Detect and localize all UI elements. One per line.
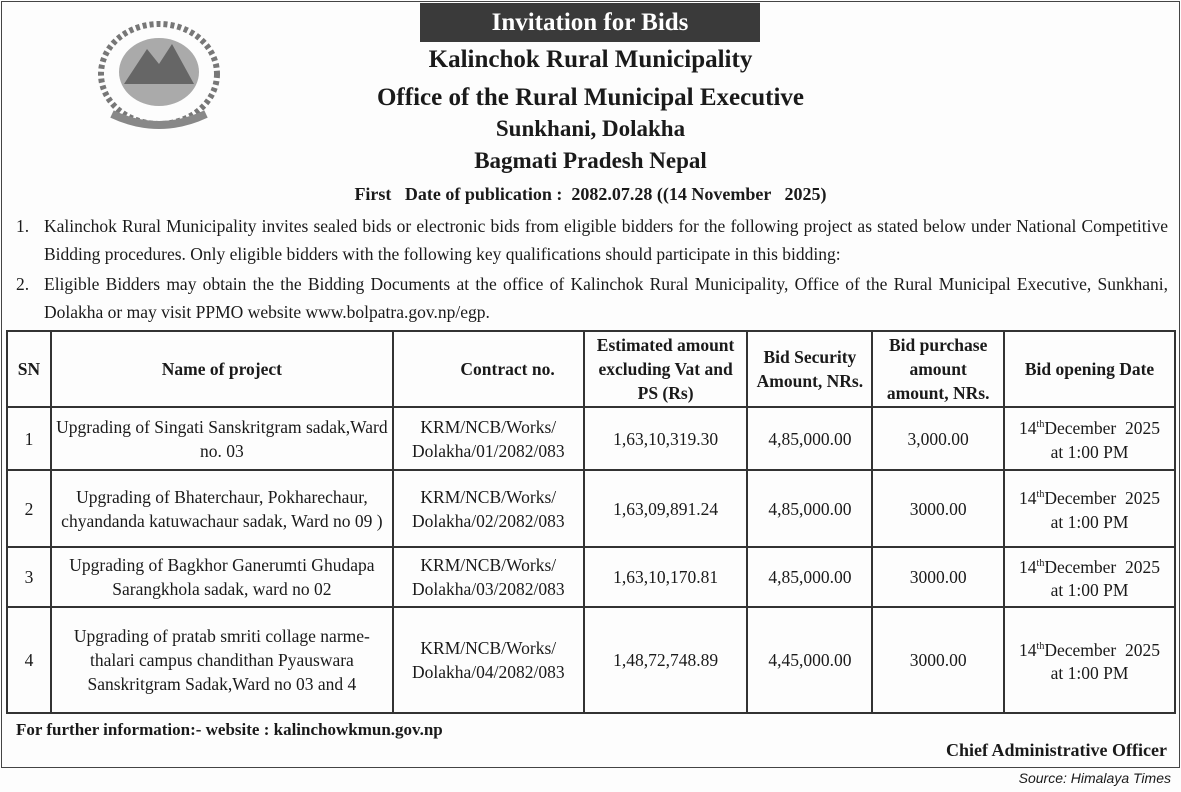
- table-row: 3 Upgrading of Bagkhor Ganerumti Ghudapa…: [6, 546, 1176, 608]
- header-name: Name of project: [49, 330, 394, 408]
- date-time: at 1:00 PM: [1050, 580, 1129, 601]
- org-name: Kalinchok Rural Municipality: [428, 46, 753, 73]
- date-time: at 1:00 PM: [1050, 663, 1129, 684]
- date-day: 14: [1019, 417, 1037, 438]
- cell-date: 14thDecember 2025 at 1:00 PM: [1003, 606, 1176, 714]
- cell-sn: 1: [6, 406, 52, 471]
- cell-purchase: 3000.00: [871, 546, 1006, 608]
- notice-border: [1, 1, 1180, 768]
- cell-estimate: 1,63,10,319.30: [582, 406, 749, 471]
- cell-contract: KRM/NCB/Works/ Dolakha/04/2082/083: [391, 606, 585, 714]
- date-suffix: th: [1036, 419, 1045, 431]
- paragraph-2: 2. Eligible Bidders may obtain the the B…: [16, 270, 1168, 326]
- table-row: 2 Upgrading of Bhaterchaur, Pokharechaur…: [6, 469, 1176, 548]
- header-estimate: Estimated amount excluding Vat and PS (R…: [582, 330, 749, 408]
- office-location: Sunkhani, Dolakha: [495, 116, 686, 141]
- cell-security: 4,85,000.00: [746, 546, 874, 608]
- cell-estimate: 1,48,72,748.89: [582, 606, 749, 714]
- publication-date: First Date of publication : 2082.07.28 (…: [354, 184, 827, 204]
- nepal-emblem-logo: [98, 21, 220, 129]
- paragraph-number: 2.: [16, 274, 30, 294]
- cell-sn: 2: [6, 469, 52, 548]
- cell-sn: 4: [6, 606, 52, 714]
- cell-estimate: 1,63,09,891.24: [582, 469, 749, 548]
- table-row: 1 Upgrading of Singati Sanskritgram sada…: [6, 406, 1176, 471]
- cell-security: 4,85,000.00: [746, 406, 874, 471]
- cell-name: Upgrading of Bagkhor Ganerumti Ghudapa S…: [49, 546, 394, 608]
- cell-purchase: 3000.00: [871, 469, 1006, 548]
- province: Bagmati Pradesh Nepal: [474, 148, 707, 173]
- date-suffix: th: [1036, 640, 1045, 652]
- further-info: For further information:- website : kali…: [16, 720, 443, 739]
- signatory: Chief Administrative Officer: [946, 740, 1167, 760]
- cell-purchase: 3,000.00: [871, 406, 1006, 471]
- date-text: December 2025: [1044, 639, 1160, 660]
- cell-contract: KRM/NCB/Works/ Dolakha/01/2082/083: [391, 406, 585, 471]
- cell-date: 14thDecember 2025 at 1:00 PM: [1003, 469, 1176, 548]
- paragraph-number: 1.: [16, 216, 30, 236]
- date-text: December 2025: [1044, 417, 1160, 438]
- paragraph-text: Eligible Bidders may obtain the the Bidd…: [44, 274, 1168, 322]
- header-sn: SN: [6, 330, 52, 408]
- date-day: 14: [1019, 487, 1037, 508]
- cell-name: Upgrading of Singati Sanskritgram sadak,…: [49, 406, 394, 471]
- date-day: 14: [1019, 556, 1037, 577]
- cell-estimate: 1,63,10,170.81: [582, 546, 749, 608]
- cell-purchase: 3000.00: [871, 606, 1006, 714]
- cell-date: 14thDecember 2025 at 1:00 PM: [1003, 406, 1176, 471]
- header-security: Bid Security Amount, NRs.: [746, 330, 874, 408]
- date-time: at 1:00 PM: [1050, 511, 1129, 532]
- date-text: December 2025: [1044, 487, 1160, 508]
- header-contract: Contract no.: [391, 330, 585, 408]
- cell-name: Upgrading of Bhaterchaur, Pokharechaur, …: [49, 469, 394, 548]
- date-day: 14: [1019, 639, 1037, 660]
- paragraph-text: Kalinchok Rural Municipality invites sea…: [44, 216, 1168, 264]
- cell-contract: KRM/NCB/Works/ Dolakha/03/2082/083: [391, 546, 585, 608]
- table-header-row: SN Name of project Contract no. Estimate…: [6, 330, 1176, 408]
- table-row: 4 Upgrading of pratab smriti collage nar…: [6, 606, 1176, 714]
- date-suffix: th: [1036, 489, 1045, 501]
- office-name: Office of the Rural Municipal Executive: [376, 84, 804, 111]
- cell-date: 14thDecember 2025 at 1:00 PM: [1003, 546, 1176, 608]
- projects-table: SN Name of project Contract no. Estimate…: [6, 330, 1176, 714]
- header-purchase: Bid purchase amount amount, NRs.: [871, 330, 1006, 408]
- date-time: at 1:00 PM: [1050, 441, 1129, 462]
- source-credit: Source: Himalaya Times: [1018, 770, 1171, 786]
- notice-title: Invitation for Bids: [420, 3, 760, 42]
- header-date: Bid opening Date: [1003, 330, 1176, 408]
- cell-security: 4,85,000.00: [746, 469, 874, 548]
- cell-sn: 3: [6, 546, 52, 608]
- cell-security: 4,45,000.00: [746, 606, 874, 714]
- date-text: December 2025: [1044, 556, 1160, 577]
- cell-contract: KRM/NCB/Works/ Dolakha/02/2082/083: [391, 469, 585, 548]
- paragraph-1: 1. Kalinchok Rural Municipality invites …: [16, 212, 1168, 268]
- cell-name: Upgrading of pratab smriti collage narme…: [49, 606, 394, 714]
- date-suffix: th: [1036, 557, 1045, 569]
